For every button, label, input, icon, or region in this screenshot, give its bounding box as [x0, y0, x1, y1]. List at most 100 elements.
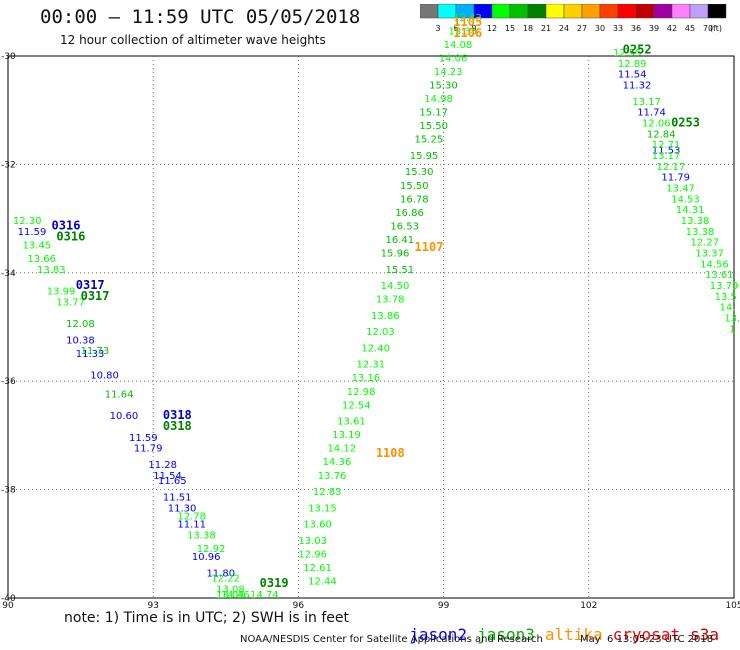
- wave-height-point: 13.: [724, 314, 740, 325]
- wave-height-point: 13.99: [47, 286, 76, 297]
- scale-unit-label: (ft): [710, 24, 722, 33]
- footer-timestamp: May 6 13:05:23 UTC 2018: [580, 634, 714, 645]
- wave-height-point: 11.79: [134, 444, 163, 455]
- wave-height-point: 14.23: [434, 67, 463, 78]
- wave-height-point: 12.96: [298, 549, 327, 560]
- wave-height-point: 13.79: [710, 281, 739, 292]
- wave-height-point: 12.43: [453, 13, 482, 24]
- scale-tick-label: 42: [667, 24, 677, 33]
- wave-height-point: 12.55: [613, 48, 642, 59]
- wave-height-point: 13.17: [632, 97, 661, 108]
- wave-height-point: 12.54: [342, 400, 371, 411]
- wave-height-point: 13.66: [27, 254, 56, 265]
- satellite-altika: altika: [544, 625, 603, 644]
- scale-tick-label: 45: [685, 24, 695, 33]
- wave-height-point: 1: [729, 324, 735, 335]
- y-tick-label: -40: [1, 594, 16, 604]
- x-tick-label: 93: [147, 601, 158, 610]
- wave-height-point: 13.37: [695, 249, 724, 260]
- pass-time-label: 1106: [453, 26, 482, 40]
- scale-tick-label: 21: [541, 24, 551, 33]
- pass-time-label: 0317: [76, 278, 105, 292]
- wave-height-point: 16.78: [400, 194, 429, 205]
- pass-time-label: 0316: [56, 229, 85, 243]
- wave-height-point: 10.96: [192, 552, 221, 563]
- wave-height-point: 11.28: [148, 460, 177, 471]
- wave-height-point: 10.60: [110, 411, 139, 422]
- wave-height-point: 13.38: [686, 227, 715, 238]
- wave-height-point: 13.17: [652, 151, 681, 162]
- wave-height-point: 13.38: [681, 216, 710, 227]
- wave-height-point: 14.31: [676, 205, 705, 216]
- scale-tick-label: 33: [613, 24, 623, 33]
- wave-height-point: 13.76: [318, 471, 347, 482]
- y-tick-label: -38: [1, 486, 16, 496]
- pass-time-label: 1105: [453, 15, 482, 29]
- wave-height-point: 13.5: [715, 292, 737, 303]
- x-tick-label: 105: [725, 601, 740, 610]
- scale-tick-label: 3: [435, 24, 440, 33]
- scale-swatch: [707, 4, 727, 19]
- wave-height-plot: 90 93 96 99 102 105-30-32-34-36-38-4011.5910.…: [1, 13, 740, 610]
- wave-height-point: 12.78: [177, 511, 206, 522]
- wave-height-point: 11.53: [652, 146, 681, 157]
- satellite-legend: jason2 jason3 altika cryosat s3a: [390, 606, 729, 644]
- x-tick-label: 102: [580, 601, 597, 610]
- wave-height-point: 16.53: [390, 221, 419, 232]
- wave-height-point: 11.59: [18, 227, 47, 238]
- wave-height-point: 12.98: [347, 387, 376, 398]
- color-scale-legend: 3 6 9 12 15 18 21 24 27 30 33 36 39 42 45 70(ft): [420, 4, 727, 33]
- wave-height-point: 13.45: [23, 240, 52, 251]
- wave-height-point: 11.79: [661, 173, 690, 184]
- scale-tick-label: 6: [453, 24, 458, 33]
- wave-height-point: 15.17: [419, 108, 448, 119]
- scale-tick-label: 39: [649, 24, 659, 33]
- y-tick-label: -36: [1, 377, 16, 387]
- wave-height-point: 12.17: [657, 162, 686, 173]
- wave-height-point: 14.36: [323, 457, 352, 468]
- scale-tick-label: 36: [631, 24, 641, 33]
- wave-height-point: 14.74: [250, 590, 279, 601]
- wave-height-point: 11.65: [158, 476, 187, 487]
- y-tick-label: -32: [1, 160, 16, 170]
- wave-height-point: 11.74: [637, 108, 666, 119]
- wave-height-point: 12.03: [366, 327, 395, 338]
- wave-height-point: 13.78: [376, 295, 405, 306]
- wave-height-point: 13.16: [352, 373, 381, 384]
- wave-height-point: 12.30: [13, 216, 42, 227]
- wave-height-point: 11.64: [105, 389, 134, 400]
- wave-height-point: 10.80: [90, 370, 119, 381]
- wave-height-point: 13.86: [371, 311, 400, 322]
- wave-height-point: 11.80: [206, 568, 235, 579]
- pass-time-label: 0317: [81, 289, 110, 303]
- wave-height-point: 11.73: [81, 346, 110, 357]
- wave-height-point: 12.61: [303, 563, 332, 574]
- wave-height-point: 15.30: [405, 167, 434, 178]
- wave-height-point: 13.61: [337, 417, 366, 428]
- wave-height-point: 14.50: [381, 281, 410, 292]
- wave-height-point: 12.44: [308, 576, 337, 587]
- x-tick-label: 96: [293, 601, 305, 610]
- wave-height-point: 11.54: [153, 471, 182, 482]
- wave-height-point: 15.95: [410, 151, 439, 162]
- wave-height-point: 13.60: [303, 520, 332, 531]
- pass-time-label: 1107: [415, 240, 444, 254]
- scale-tick-label: 27: [577, 24, 587, 33]
- wave-height-point: 13.04: [216, 590, 245, 601]
- wave-height-point: 13.19: [332, 430, 361, 441]
- wave-height-point: 13.77: [56, 297, 85, 308]
- wave-height-point: 11.30: [168, 503, 197, 514]
- wave-height-point: 12.83: [313, 487, 342, 498]
- wave-height-point: 14.: [719, 303, 735, 314]
- y-tick-label: -34: [1, 269, 16, 279]
- wave-height-point: 14.56: [700, 259, 729, 270]
- wave-height-point: 15.96: [381, 249, 410, 260]
- wave-height-point: 15.30: [429, 81, 458, 92]
- pass-time-label: 0316: [52, 218, 81, 232]
- scale-tick-label: 9: [471, 24, 476, 33]
- scale-tick-label: 18: [523, 24, 533, 33]
- wave-height-point: 13.61: [705, 270, 734, 281]
- wave-height-point: 11.59: [129, 433, 158, 444]
- scale-tick-label: 12: [487, 24, 497, 33]
- pass-time-label: 1108: [376, 446, 405, 460]
